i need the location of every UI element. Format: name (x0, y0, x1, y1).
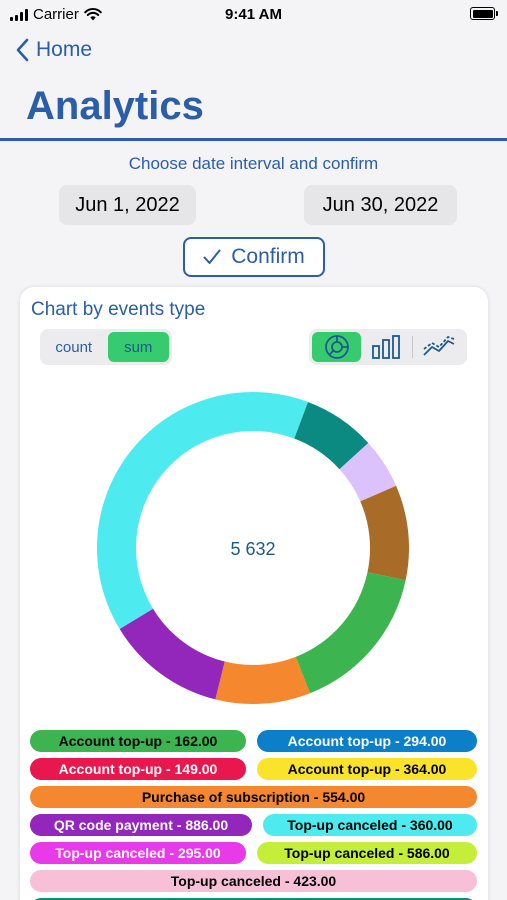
confirm-label: Confirm (231, 245, 305, 268)
chart-type-selector (309, 329, 467, 365)
signal-icon (10, 8, 28, 21)
back-label: Home (36, 38, 93, 61)
bar-chart-icon (371, 335, 400, 359)
donut-slice-6[interactable] (97, 392, 308, 629)
chart-type-bar[interactable] (361, 332, 410, 362)
title-divider (0, 138, 507, 141)
date-prompt: Choose date interval and confirm (128, 154, 379, 173)
page-title: Analytics (26, 84, 204, 128)
legend-item[interactable]: Purchase of subscription - 554.00 (30, 786, 477, 808)
legend-item[interactable]: Top-up canceled - 423.00 (30, 870, 477, 892)
donut-chart: 5 632 (97, 392, 409, 704)
legend-item[interactable]: Top-up canceled - 360.00 (263, 814, 477, 836)
toggle-sum[interactable]: sum (107, 332, 169, 362)
chart-type-divider (412, 336, 413, 358)
end-date-button[interactable]: Jun 30, 2022 (304, 185, 457, 225)
start-date-button[interactable]: Jun 1, 2022 (59, 185, 196, 225)
legend-item[interactable]: Account top-up - 364.00 (257, 758, 477, 780)
wifi-icon (84, 8, 102, 21)
carrier-label: Carrier (33, 6, 79, 23)
legend-item[interactable]: Top-up canceled - 586.00 (257, 842, 477, 864)
back-button[interactable]: Home (16, 38, 92, 62)
events-chart-card: Chart by events type count sum (20, 287, 488, 900)
legend-item[interactable]: Top-up canceled - 295.00 (30, 842, 246, 864)
status-bar: Carrier 9:41 AM (0, 0, 507, 30)
legend-item[interactable]: Account top-up - 149.00 (30, 758, 246, 780)
line-chart-icon (423, 336, 455, 356)
donut-slice-5[interactable] (119, 608, 225, 700)
donut-slice-3[interactable] (295, 572, 406, 694)
donut-chart-icon (324, 335, 349, 359)
status-left: Carrier (10, 6, 102, 23)
checkmark-icon (203, 249, 221, 264)
status-time: 9:41 AM (225, 6, 282, 23)
donut-slice-0[interactable] (294, 402, 369, 470)
legend-item[interactable]: Account top-up - 162.00 (30, 730, 246, 752)
legend-item[interactable]: Account top-up - 294.00 (257, 730, 477, 752)
toggle-count[interactable]: count (55, 338, 93, 356)
confirm-button[interactable]: Confirm (183, 237, 325, 277)
donut-slice-4[interactable] (215, 656, 311, 704)
chart-type-donut[interactable] (312, 332, 361, 362)
chevron-left-icon (16, 38, 29, 62)
card-title: Chart by events type (31, 299, 206, 320)
legend-item-partial[interactable] (30, 898, 477, 900)
metric-toggle: count sum (40, 329, 172, 365)
donut-slice-2[interactable] (360, 485, 409, 581)
chart-type-line[interactable] (415, 332, 464, 362)
legend-item[interactable]: QR code payment - 886.00 (30, 814, 252, 836)
donut-slice-1[interactable] (339, 442, 397, 502)
donut-center-total: 5 632 (230, 539, 275, 559)
battery-icon (470, 7, 498, 20)
